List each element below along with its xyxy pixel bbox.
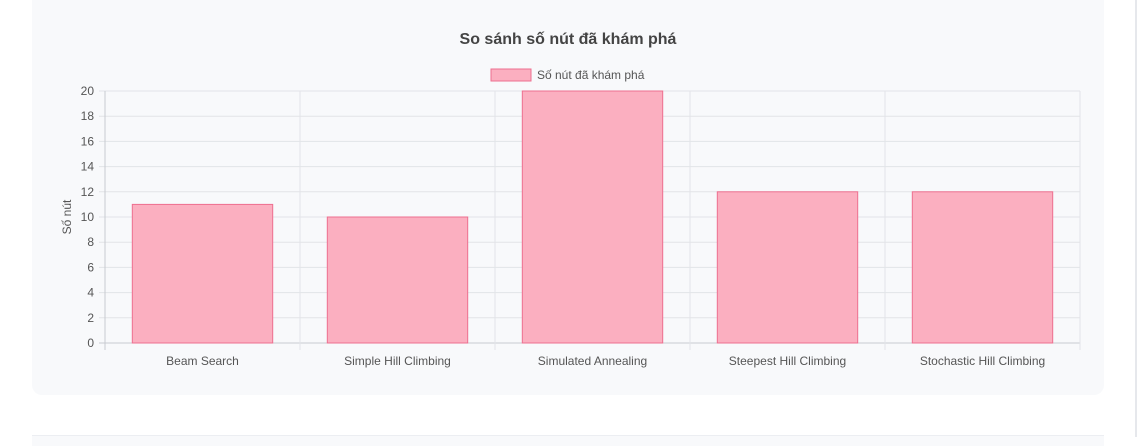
y-tick-label: 4 (87, 286, 94, 300)
x-tick-label: Stochastic Hill Climbing (920, 354, 1045, 368)
y-tick-label: 18 (81, 109, 95, 123)
bar-simple-hill-climbing[interactable] (326, 216, 469, 344)
bar-beam-search[interactable] (131, 203, 274, 344)
y-tick-label: 8 (87, 235, 94, 249)
y-tick-label: 12 (81, 185, 95, 199)
y-axis-ticks: 0 2 4 6 8 10 12 14 16 18 20 (81, 84, 95, 350)
legend-swatch (490, 68, 532, 82)
x-tick-label: Beam Search (166, 354, 239, 368)
y-axis-label: Số nút (60, 199, 74, 234)
y-tick-label: 10 (81, 210, 95, 224)
x-tick-label: Simulated Annealing (538, 354, 647, 368)
bar-chart: So sánh số nút đã khám phá Số nút đã khá… (60, 31, 1081, 368)
y-tick-label: 2 (87, 311, 94, 325)
chart-title: So sánh số nút đã khám phá (460, 31, 677, 48)
y-tick-label: 0 (87, 336, 94, 350)
x-axis-ticks: Beam Search Simple Hill Climbing Simulated… (166, 354, 1045, 368)
scrollbar-track[interactable] (1135, 0, 1137, 437)
bar-steepest-hill-climbing[interactable] (716, 191, 859, 344)
y-tick-label: 6 (87, 260, 94, 274)
bar-simulated-annealing[interactable] (521, 90, 664, 344)
bar-stochastic-hill-climbing[interactable] (911, 191, 1054, 344)
x-tick-label: Steepest Hill Climbing (729, 354, 846, 368)
y-tick-label: 20 (81, 84, 95, 98)
legend[interactable]: Số nút đã khám phá (490, 68, 645, 82)
bars (131, 90, 1054, 344)
y-tick-label: 16 (81, 134, 95, 148)
y-tick-label: 14 (81, 160, 95, 174)
x-tick-label: Simple Hill Climbing (344, 354, 451, 368)
legend-label: Số nút đã khám phá (537, 68, 645, 82)
